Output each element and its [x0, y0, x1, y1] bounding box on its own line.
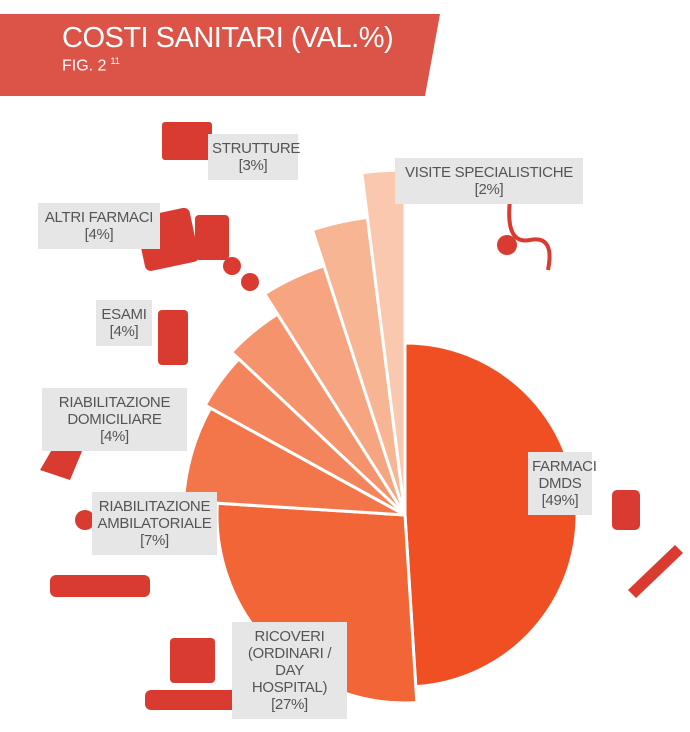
icon-pill	[223, 257, 241, 275]
value-label: [49%]	[532, 492, 588, 509]
slice-label: RIABILITAZIONE DOMICILIARE[4%]	[42, 388, 187, 451]
icon-pill	[241, 273, 259, 291]
category-label: VISITE SPECIALISTICHE	[399, 164, 579, 181]
category-label: ESAMI	[100, 306, 148, 323]
category-label: FARMACI DMDS	[532, 458, 588, 492]
category-label: STRUTTURE	[212, 140, 294, 157]
category-label: RIABILITAZIONE DOMICILIARE	[46, 394, 183, 428]
value-label: [2%]	[399, 181, 579, 198]
slice-label: RICOVERI (ORDINARI / DAY HOSPITAL)[27%]	[232, 622, 347, 719]
slice-label: STRUTTURE[3%]	[208, 134, 298, 180]
icon-massage	[50, 575, 150, 597]
icon-bed	[145, 690, 240, 710]
icon-hospital	[162, 122, 212, 160]
value-label: [3%]	[212, 157, 294, 174]
icon-cross	[170, 638, 215, 683]
chart-title: COSTI SANITARI (VAL.%)	[62, 22, 393, 55]
category-label: RICOVERI (ORDINARI / DAY HOSPITAL)	[236, 628, 343, 696]
value-label: [4%]	[42, 226, 156, 243]
value-label: [7%]	[96, 532, 213, 549]
footnote-ref: 11	[110, 56, 119, 66]
value-label: [4%]	[46, 428, 183, 445]
slice-label: VISITE SPECIALISTICHE[2%]	[395, 158, 583, 204]
subtitle: FIG. 2	[62, 57, 106, 74]
chart-subtitle: FIG. 2 11	[62, 56, 120, 75]
icon-microscope	[158, 310, 188, 365]
icon-stethoscope	[509, 200, 549, 270]
icon-drip	[612, 490, 640, 530]
icon-stethoscope-head	[497, 235, 517, 255]
slice-label: FARMACI DMDS[49%]	[528, 452, 592, 515]
category-label: RIABILITAZIONE AMBILATORIALE	[96, 498, 213, 532]
slice-label: ALTRI FARMACI[4%]	[38, 203, 160, 249]
slice-label: ESAMI[4%]	[96, 300, 152, 346]
slice-label: RIABILITAZIONE AMBILATORIALE[7%]	[92, 492, 217, 555]
icon-syringe	[628, 545, 683, 598]
value-label: [4%]	[100, 323, 148, 340]
category-label: ALTRI FARMACI	[42, 209, 156, 226]
icon-bottle	[195, 215, 229, 260]
value-label: [27%]	[236, 696, 343, 713]
infographic: COSTI SANITARI (VAL.%) FIG. 2 11 FARMACI …	[0, 0, 690, 732]
